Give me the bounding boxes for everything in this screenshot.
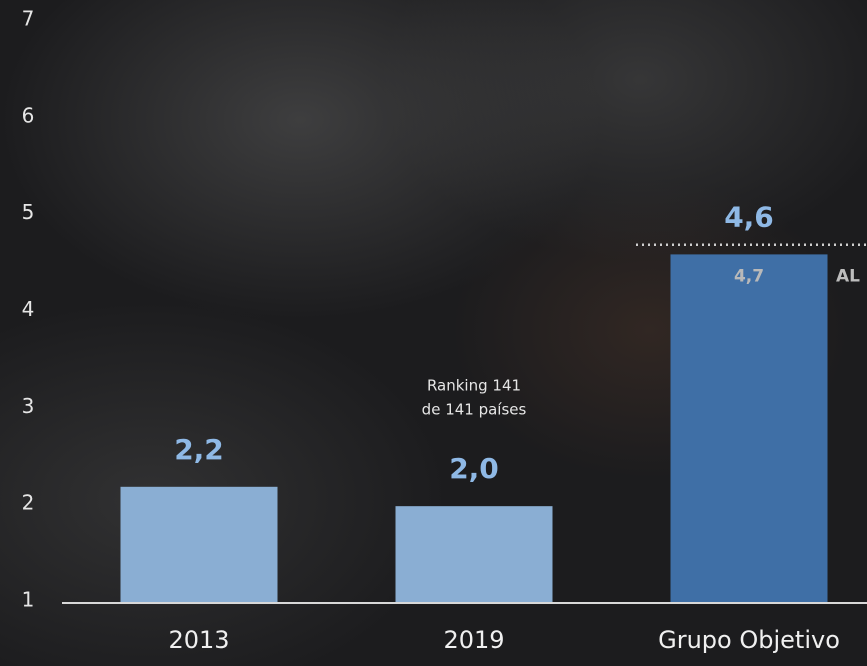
y-tick-label: 4 bbox=[22, 297, 35, 321]
bar bbox=[120, 486, 278, 603]
annotation: de 141 países bbox=[422, 401, 527, 419]
reference-label: AL bbox=[836, 267, 860, 287]
y-tick-label: 7 bbox=[22, 7, 35, 31]
y-tick-label: 5 bbox=[22, 200, 35, 224]
reference-value: 4,7 bbox=[734, 267, 764, 287]
value-label: 2,2 bbox=[174, 433, 224, 466]
value-label: 4,6 bbox=[724, 200, 774, 233]
y-tick-label: 6 bbox=[22, 103, 35, 127]
x-tick-label: 2013 bbox=[168, 626, 229, 654]
y-tick-label: 1 bbox=[22, 588, 35, 612]
annotation: Ranking 141 bbox=[427, 377, 521, 395]
y-tick-label: 2 bbox=[22, 491, 35, 515]
x-tick-label: Grupo Objetivo bbox=[658, 626, 840, 654]
bar bbox=[670, 254, 828, 603]
x-tick-label: 2019 bbox=[443, 626, 504, 654]
bar bbox=[395, 506, 553, 603]
y-tick-label: 3 bbox=[22, 394, 35, 418]
value-label: 2,0 bbox=[449, 452, 499, 485]
